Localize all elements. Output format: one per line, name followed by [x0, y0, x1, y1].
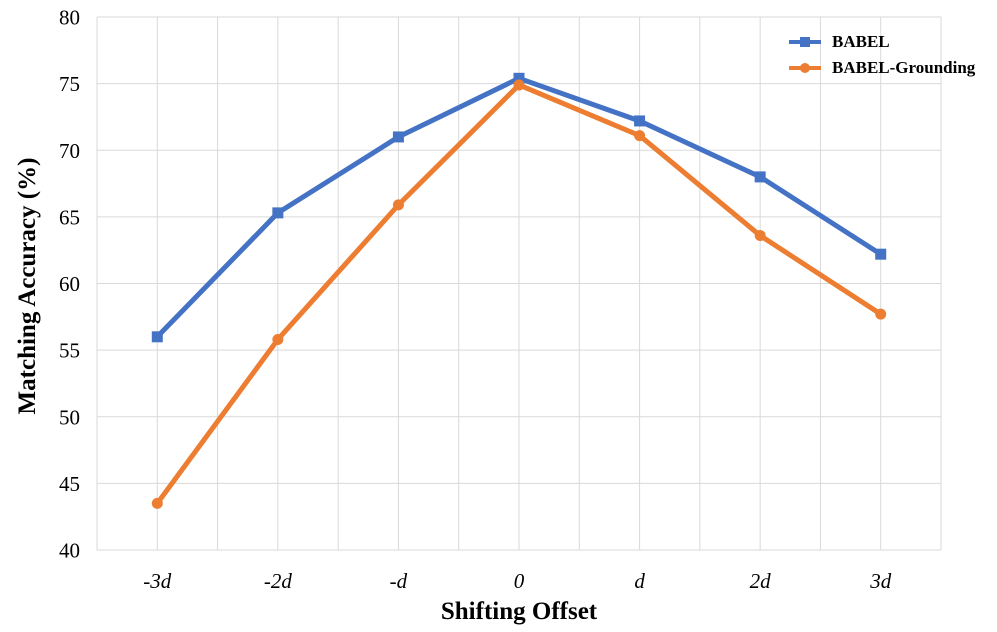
- data-point-babel: [634, 115, 646, 127]
- y-tick-label: 50: [59, 405, 80, 429]
- legend-item-babel-grounding: BABEL-Grounding: [788, 57, 975, 78]
- x-axis-title: Shifting Offset: [440, 598, 598, 625]
- y-tick-label: 65: [59, 205, 80, 229]
- y-tick-label: 40: [59, 539, 80, 563]
- data-point-babel-grounding: [513, 79, 525, 91]
- legend-line-circle-icon: [789, 62, 821, 73]
- x-tick-label: d: [634, 569, 645, 593]
- data-point-babel: [754, 171, 766, 183]
- data-point-babel-grounding: [272, 333, 284, 345]
- data-point-babel-grounding: [392, 199, 404, 211]
- legend-label: BABEL-Grounding: [832, 57, 976, 77]
- y-tick-label: 60: [59, 272, 80, 296]
- data-point-babel: [392, 131, 404, 143]
- legend-line-square-icon: [789, 36, 821, 47]
- x-tick-label: -3d: [143, 569, 171, 593]
- legend: BABEL BABEL-Grounding: [788, 31, 975, 78]
- x-tick-label: 0: [514, 569, 525, 593]
- data-point-babel: [272, 207, 284, 219]
- y-axis-title: Matching Accuracy (%): [14, 157, 41, 415]
- x-tick-label: -d: [390, 569, 408, 593]
- data-point-babel: [513, 72, 525, 84]
- x-tick-label: 2d: [750, 569, 772, 593]
- x-tick-label: -2d: [264, 569, 292, 593]
- y-tick-label: 70: [59, 139, 80, 163]
- y-tick-label: 45: [59, 472, 80, 496]
- data-point-babel-grounding: [634, 130, 646, 142]
- y-tick-label: 55: [59, 339, 80, 363]
- data-point-babel-grounding: [754, 230, 766, 242]
- x-tick-label: 3d: [869, 569, 892, 593]
- data-point-babel: [151, 331, 163, 343]
- data-point-babel-grounding: [151, 497, 163, 509]
- y-tick-label: 80: [59, 6, 80, 30]
- data-point-babel: [875, 248, 887, 260]
- legend-item-babel: BABEL: [788, 31, 975, 52]
- y-tick-label: 75: [59, 72, 80, 96]
- legend-label: BABEL: [832, 31, 890, 51]
- data-point-babel-grounding: [875, 308, 887, 320]
